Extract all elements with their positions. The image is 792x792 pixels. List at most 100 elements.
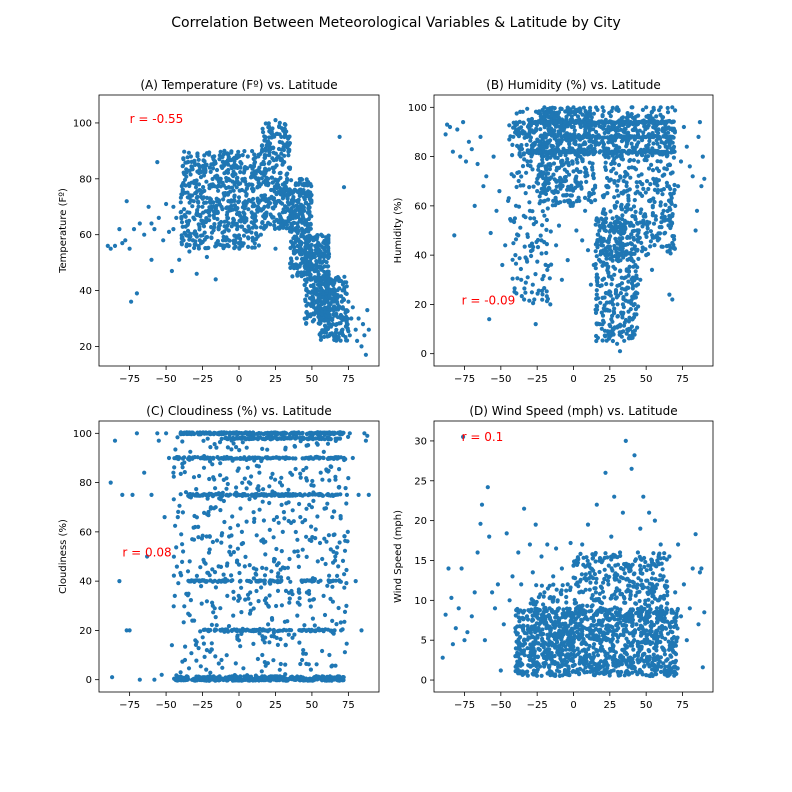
data-point — [247, 563, 252, 568]
data-point — [184, 232, 189, 237]
data-point — [265, 661, 270, 666]
data-point — [112, 243, 118, 248]
data-point — [558, 186, 563, 191]
data-point — [574, 167, 580, 172]
data-point — [632, 215, 638, 220]
data-point — [646, 186, 651, 192]
data-point — [228, 525, 233, 531]
data-point — [201, 173, 207, 178]
data-point — [244, 193, 249, 198]
data-point — [172, 465, 177, 470]
data-point — [671, 155, 677, 160]
data-point — [344, 641, 349, 646]
data-point — [655, 159, 660, 164]
data-point — [624, 171, 629, 176]
data-point — [217, 157, 222, 162]
data-point — [331, 431, 336, 436]
data-point — [173, 447, 178, 452]
data-point — [536, 164, 541, 169]
data-point — [555, 123, 560, 129]
data-point — [218, 149, 223, 154]
data-point — [180, 439, 185, 444]
data-point — [631, 283, 636, 289]
data-point — [267, 153, 272, 158]
data-point — [645, 226, 650, 231]
data-point — [619, 149, 624, 154]
data-point — [189, 432, 194, 437]
data-point — [277, 120, 282, 125]
data-point — [513, 261, 519, 266]
x-tick-label: −25 — [192, 374, 213, 385]
data-point — [220, 243, 225, 248]
data-point — [344, 322, 349, 327]
data-point — [305, 239, 310, 244]
data-point — [287, 165, 293, 170]
data-point — [185, 228, 191, 233]
data-point — [342, 650, 347, 655]
data-point — [291, 204, 296, 209]
data-point — [597, 150, 602, 155]
data-point — [455, 127, 460, 132]
data-point — [331, 299, 336, 304]
data-point — [343, 291, 348, 296]
data-point — [278, 158, 283, 163]
data-point — [653, 124, 658, 129]
data-point — [123, 238, 128, 243]
data-point — [260, 148, 265, 153]
data-point — [208, 169, 213, 174]
data-point — [540, 223, 545, 228]
data-point — [603, 212, 608, 217]
data-point — [240, 153, 245, 158]
data-point — [181, 156, 186, 161]
data-point — [262, 161, 267, 167]
data-point — [286, 153, 291, 158]
data-point — [314, 266, 319, 271]
data-point — [211, 610, 216, 615]
data-point — [598, 252, 603, 257]
data-point — [293, 182, 298, 188]
data-point — [613, 288, 619, 293]
data-point — [666, 119, 672, 124]
data-point — [186, 611, 191, 616]
data-point — [252, 519, 257, 525]
data-point — [550, 144, 555, 149]
data-point — [535, 245, 541, 250]
data-point — [307, 537, 312, 543]
data-point — [585, 248, 591, 253]
data-point — [310, 597, 316, 602]
data-point — [633, 114, 638, 119]
data-point — [606, 240, 611, 245]
data-point — [639, 207, 644, 212]
data-point — [171, 227, 176, 232]
data-point — [657, 231, 663, 236]
data-point — [326, 264, 331, 269]
data-point — [641, 218, 646, 223]
data-point — [207, 205, 212, 210]
data-point — [194, 487, 199, 492]
data-point — [553, 150, 558, 155]
data-point — [661, 218, 667, 223]
data-point — [286, 215, 291, 220]
data-point — [525, 159, 530, 164]
data-point — [588, 139, 594, 144]
data-point — [206, 550, 212, 555]
data-point — [164, 201, 169, 207]
data-point — [609, 149, 614, 154]
data-point — [272, 492, 277, 498]
data-point — [629, 207, 634, 212]
panel-title: (B) Humidity (%) vs. Latitude — [486, 78, 661, 92]
data-point — [224, 219, 229, 224]
data-point — [182, 207, 187, 212]
data-point — [621, 119, 626, 124]
data-point — [636, 228, 641, 233]
data-point — [179, 532, 184, 537]
data-point — [261, 193, 266, 198]
data-point — [610, 216, 615, 221]
data-point — [622, 338, 627, 343]
data-point — [625, 111, 630, 116]
data-point — [306, 443, 311, 448]
data-point — [325, 310, 331, 315]
data-point — [332, 532, 337, 537]
data-point — [192, 158, 197, 163]
data-point — [213, 277, 218, 282]
